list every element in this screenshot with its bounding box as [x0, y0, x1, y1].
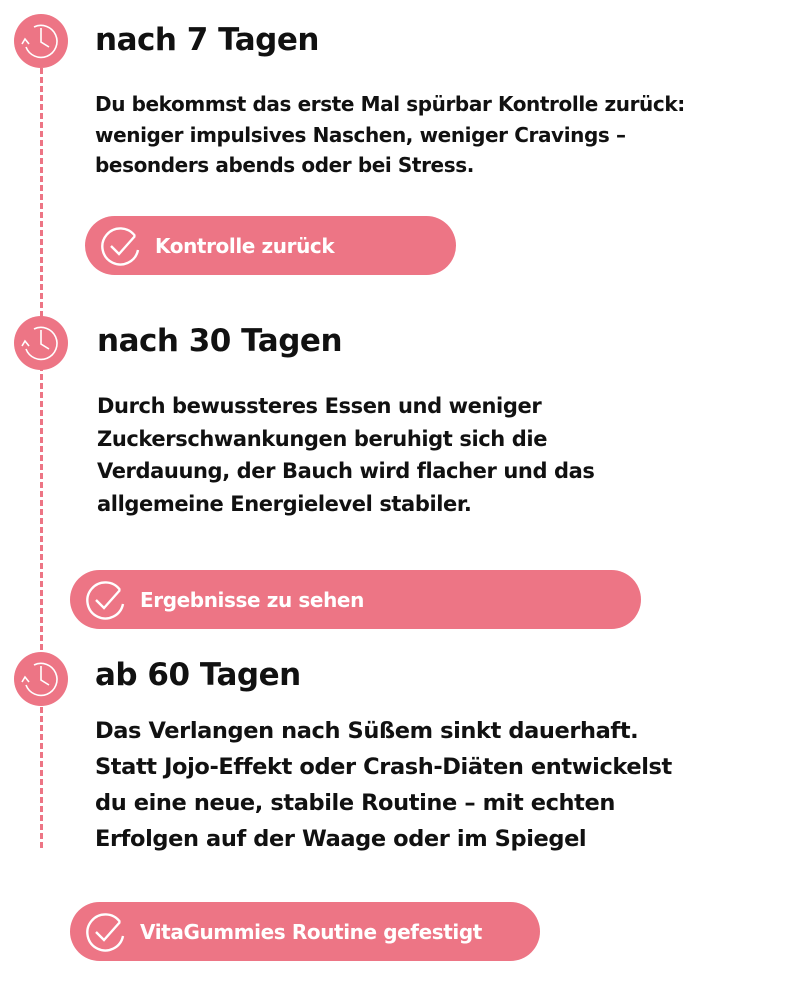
clock-icon	[14, 316, 68, 370]
check-circle-icon	[86, 580, 125, 620]
description-line: Verdauung, der Bauch wird flacher und da…	[97, 459, 595, 483]
milestone-label: VitaGummies Routine gefestigt	[140, 919, 482, 944]
description-line: allgemeine Energielevel stabiler.	[97, 491, 472, 516]
section-title: nach 30 Tagen	[97, 323, 343, 359]
description-line: weniger impulsives Naschen, weniger Crav…	[95, 122, 626, 147]
check-circle-icon	[86, 912, 125, 952]
section-description: Durch bewussteres Essen und weniger Zuck…	[97, 390, 595, 520]
milestone-label: Kontrolle zurück	[155, 233, 335, 258]
milestone-label: Ergebnisse zu sehen	[140, 587, 364, 612]
check-circle-icon	[101, 226, 140, 266]
description-line: Erfolgen auf der Waage oder im Spiegel	[95, 826, 587, 852]
section-title: ab 60 Tagen	[95, 657, 301, 693]
section-description: Du bekommst das erste Mal spürbar Kontro…	[95, 89, 685, 181]
description-line: du eine neue, stabile Routine – mit echt…	[95, 790, 615, 816]
description-line: Du bekommst das erste Mal spürbar Kontro…	[95, 92, 685, 116]
section-description: Das Verlangen nach Süßem sinkt dauerhaft…	[95, 713, 672, 857]
timeline-dashed-line	[40, 68, 43, 848]
clock-icon	[14, 14, 68, 68]
clock-icon	[14, 652, 68, 706]
milestone-badge: Kontrolle zurück	[85, 216, 456, 275]
milestone-badge: Ergebnisse zu sehen	[70, 570, 641, 629]
description-line: Das Verlangen nach Süßem sinkt dauerhaft…	[95, 718, 639, 744]
description-line: Zuckerschwankungen beruhigt sich die	[97, 426, 548, 451]
description-line: Durch bewussteres Essen und weniger	[97, 394, 542, 418]
description-line: Statt Jojo-Effekt oder Crash-Diäten entw…	[95, 754, 672, 780]
description-line: besonders abends oder bei Stress.	[95, 153, 474, 177]
milestone-badge: VitaGummies Routine gefestigt	[70, 902, 540, 961]
section-title: nach 7 Tagen	[95, 22, 319, 58]
